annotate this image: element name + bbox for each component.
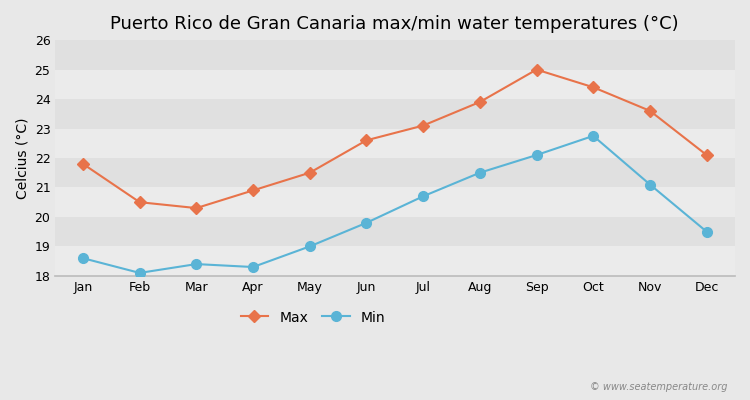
Max <box>79 162 88 166</box>
Line: Max: Max <box>79 66 711 212</box>
Min <box>419 194 428 199</box>
Bar <box>55 158 735 188</box>
Min <box>702 229 711 234</box>
Min <box>305 244 314 249</box>
Max <box>135 200 144 204</box>
Bar <box>55 188 735 217</box>
Max <box>589 85 598 90</box>
Text: © www.seatemperature.org: © www.seatemperature.org <box>590 382 728 392</box>
Max <box>476 100 484 104</box>
Min <box>532 153 541 158</box>
Min <box>589 134 598 138</box>
Legend: Max, Min: Max, Min <box>235 305 392 330</box>
Bar <box>55 246 735 276</box>
Bar <box>55 70 735 99</box>
Max <box>305 170 314 175</box>
Min <box>646 182 655 187</box>
Min <box>476 170 484 175</box>
Line: Min: Min <box>78 131 712 278</box>
Bar <box>55 217 735 246</box>
Min <box>192 262 201 266</box>
Bar <box>55 40 735 70</box>
Max <box>192 206 201 210</box>
Max <box>532 67 541 72</box>
Min <box>248 265 257 270</box>
Min <box>362 220 371 225</box>
Max <box>702 153 711 158</box>
Title: Puerto Rico de Gran Canaria max/min water temperatures (°C): Puerto Rico de Gran Canaria max/min wate… <box>110 15 679 33</box>
Bar <box>55 128 735 158</box>
Max <box>419 123 428 128</box>
Max <box>646 108 655 113</box>
Max <box>248 188 257 193</box>
Bar <box>55 99 735 128</box>
Min <box>79 256 88 260</box>
Max <box>362 138 371 143</box>
Min <box>135 270 144 275</box>
Y-axis label: Celcius (°C): Celcius (°C) <box>15 117 29 199</box>
